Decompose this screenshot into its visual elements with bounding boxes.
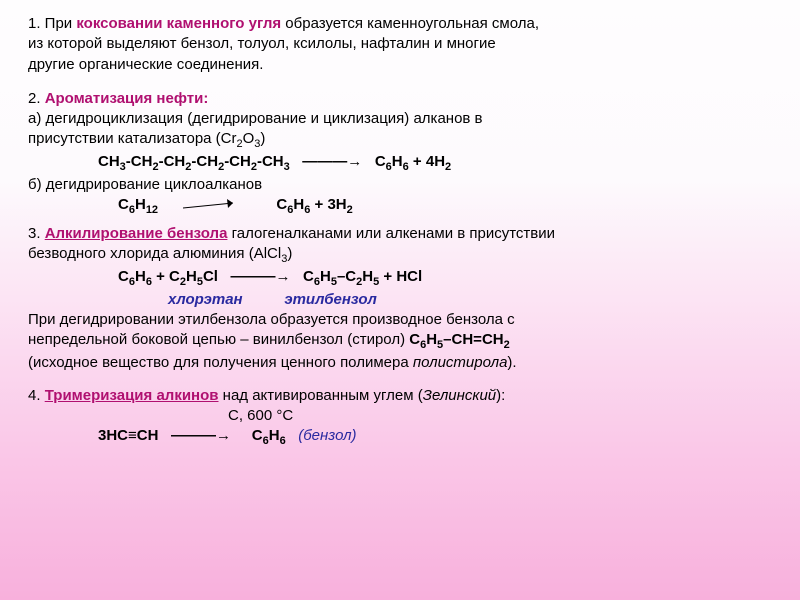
- sub: 2: [504, 339, 510, 351]
- eq-d-l: 3HC≡CH: [98, 427, 158, 444]
- eq-labels: хлорэтан этилбензол: [28, 290, 780, 310]
- num-1: 1. При: [28, 15, 76, 32]
- s3-l2b: ): [287, 245, 292, 262]
- eq-a-5: -CH: [224, 153, 251, 170]
- eq-b-h2: H: [293, 196, 304, 213]
- equation-d: 3HC≡CH ———→ C6H6 (бензол): [28, 426, 780, 449]
- t: C: [252, 427, 263, 444]
- s2-a1: а) дегидроциклизация (дегидрирование и ц…: [28, 110, 483, 127]
- s3-l2a: безводного хлорида алюминия (AlCl: [28, 245, 281, 262]
- zelinsky: Зелинский: [423, 387, 496, 404]
- label-chloroethane: хлорэтан: [168, 291, 243, 308]
- sub: 3: [284, 161, 290, 173]
- s2-a2b: O: [243, 130, 255, 147]
- heading-coking: коксовании каменного угля: [76, 15, 281, 32]
- eq-a-p2: H: [392, 153, 403, 170]
- arrow-icon: ———→: [230, 268, 290, 285]
- num-4: 4.: [28, 387, 45, 404]
- eq-b-c: C: [118, 196, 129, 213]
- eq-a-4: -CH: [191, 153, 218, 170]
- section-3: 3. Алкилирование бензола галогеналканами…: [28, 224, 780, 374]
- plus: +: [409, 153, 426, 170]
- heading-trimerization: Тримеризация алкинов: [45, 387, 219, 404]
- eq-a-6: -CH: [257, 153, 284, 170]
- eq-b-c2: C: [276, 196, 287, 213]
- polystyrene: полистирола: [413, 354, 508, 371]
- eq-b-r: + 3H: [310, 196, 346, 213]
- t: H: [320, 268, 331, 285]
- t: C: [303, 268, 314, 285]
- arrow-icon: ———→: [302, 153, 362, 170]
- s3-l6c: ).: [507, 354, 516, 371]
- section-4: 4. Тримеризация алкинов над активированн…: [28, 386, 780, 449]
- t: H: [362, 268, 373, 285]
- s3-l5a: непредельной боковой цепью – винилбензол…: [28, 331, 409, 348]
- sub: 2: [347, 204, 353, 216]
- t: C: [118, 268, 129, 285]
- t: H: [426, 331, 437, 348]
- equation-b: C6H12 C6H6 + 3H2: [28, 195, 780, 218]
- t: Cl: [203, 268, 218, 285]
- t: H: [186, 268, 197, 285]
- sub: 12: [146, 204, 158, 216]
- benzene-label: (бензол): [298, 427, 356, 444]
- num-3: 3.: [28, 225, 45, 242]
- t: C: [345, 268, 356, 285]
- t: + C: [152, 268, 180, 285]
- t: H: [135, 268, 146, 285]
- s2-b1: б) дегидрирование циклоалканов: [28, 176, 262, 193]
- s3-l1b: галогеналканами или алкенами в присутств…: [227, 225, 555, 242]
- slide-content: 1. При коксовании каменного угля образуе…: [0, 0, 800, 469]
- heading-aromatization: Ароматизация нефти:: [45, 90, 209, 107]
- arrow-icon: ———→: [171, 427, 231, 444]
- equation-c: C6H6 + C2H5Cl ———→ C6H5–C2H5 + HCl: [28, 267, 780, 290]
- cond-text: C, 600 °C: [228, 407, 293, 424]
- s2-a2c: ): [260, 130, 265, 147]
- sub: 6: [280, 435, 286, 447]
- section-2: 2. Ароматизация нефти: а) дегидроциклиза…: [28, 89, 780, 218]
- t: C: [409, 331, 420, 348]
- s1-l2: из которой выделяют бензол, толуол, ксил…: [28, 35, 496, 52]
- t: + HCl: [379, 268, 422, 285]
- label-ethylbenzene: этилбензол: [284, 291, 377, 308]
- s3-l4: При дегидрировании этилбензола образуетс…: [28, 311, 515, 328]
- t: –CH=CH: [443, 331, 503, 348]
- eq-b-h: H: [135, 196, 146, 213]
- eq-a-p1: C: [375, 153, 386, 170]
- s1-l1b: образуется каменноугольная смола,: [281, 15, 539, 32]
- spacer: [28, 81, 780, 89]
- s1-l3: другие органические соединения.: [28, 56, 263, 73]
- eq-a-2: -CH: [126, 153, 153, 170]
- arrow-icon: [183, 196, 243, 214]
- section-1: 1. При коксовании каменного угля образуе…: [28, 14, 780, 75]
- condition: C, 600 °C: [28, 406, 780, 426]
- equation-a: CH3-CH2-CH2-CH2-CH2-CH3 ———→ C6H6 + 4H2: [28, 152, 780, 175]
- eq-a-3: -CH: [159, 153, 186, 170]
- heading-alkylation: Алкилирование бензола: [45, 225, 228, 242]
- eq-a-1: CH: [98, 153, 120, 170]
- s4-l1b: над активированным углем (: [219, 387, 423, 404]
- eq-a-p3: 4H: [426, 153, 445, 170]
- num-2: 2.: [28, 90, 45, 107]
- t: H: [269, 427, 280, 444]
- s3-l6a: (исходное вещество для получения ценного…: [28, 354, 413, 371]
- s4-l1d: ):: [496, 387, 505, 404]
- s2-a2a: присутствии катализатора (Cr: [28, 130, 237, 147]
- sub: 2: [445, 161, 451, 173]
